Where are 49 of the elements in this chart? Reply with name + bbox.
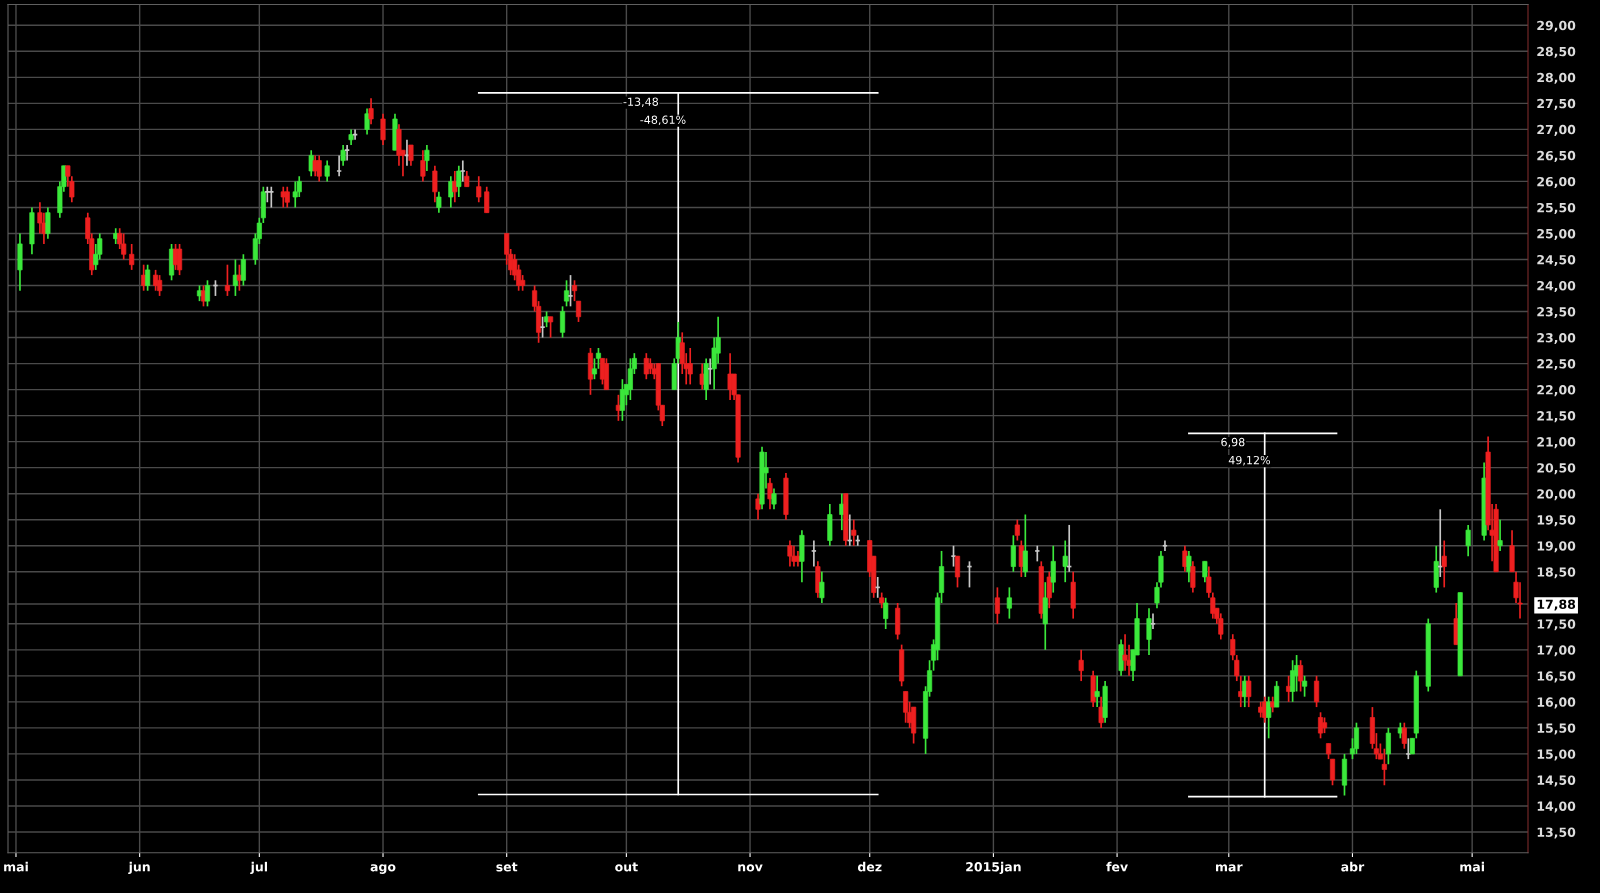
- y-tick-label: 16,00: [1537, 697, 1576, 709]
- y-tick-label: 20,00: [1537, 489, 1576, 501]
- x-tick-label: ago: [370, 864, 396, 874]
- annotation: 6,98: [1221, 437, 1245, 448]
- annotation: 49,12%: [1228, 455, 1270, 466]
- y-tick-label: 21,00: [1537, 437, 1576, 449]
- y-tick-label: 14,50: [1537, 775, 1576, 787]
- x-tick-label: 2015jan: [966, 861, 1021, 875]
- y-tick-label: 29,00: [1537, 20, 1576, 32]
- x-tick-label: nov: [738, 864, 763, 872]
- y-tick-label: 17,88: [1537, 599, 1576, 611]
- y-tick-label: 25,00: [1537, 228, 1576, 240]
- x-tick-label: out: [615, 862, 638, 872]
- y-tick-label: 17,00: [1537, 645, 1576, 657]
- x-tick-label: mar: [1216, 864, 1243, 872]
- y-tick-label: 23,00: [1537, 333, 1576, 345]
- y-tick-label: 28,00: [1537, 72, 1576, 84]
- y-tick-label: 23,50: [1537, 307, 1576, 319]
- x-tick-label: set: [496, 862, 518, 872]
- y-tick-label: 14,00: [1537, 801, 1576, 813]
- y-tick-label: 25,50: [1537, 202, 1576, 214]
- y-tick-label: 19,50: [1537, 515, 1576, 527]
- y-tick-label: 15,00: [1537, 749, 1576, 761]
- y-tick-label: 22,50: [1537, 359, 1576, 371]
- y-tick-label: 21,50: [1537, 411, 1576, 423]
- y-tick-label: 26,00: [1537, 176, 1576, 188]
- y-tick-label: 18,50: [1537, 567, 1576, 579]
- y-tick-label: 17,50: [1537, 619, 1576, 631]
- y-tick-label: 20,50: [1537, 463, 1576, 475]
- y-tick-label: 27,50: [1537, 98, 1576, 110]
- x-tick-label: fev: [1106, 861, 1128, 872]
- x-tick-label: abr: [1341, 861, 1365, 872]
- y-tick-label: 22,00: [1537, 385, 1576, 397]
- y-tick-label: 28,50: [1537, 46, 1576, 58]
- y-tick-label: 27,00: [1537, 124, 1576, 136]
- y-tick-label: 24,00: [1537, 280, 1576, 293]
- y-tick-label: 26,50: [1537, 150, 1576, 162]
- x-tick-label: jun: [128, 861, 150, 875]
- y-tick-label: 24,50: [1537, 254, 1576, 267]
- x-tick-label: mai: [1460, 861, 1484, 872]
- y-tick-label: 13,50: [1537, 827, 1576, 839]
- y-tick-label: 15,50: [1537, 723, 1576, 735]
- x-tick-label: dez: [857, 861, 882, 872]
- x-tick-label: mai: [4, 861, 28, 872]
- annotation: -48,61%: [640, 115, 686, 126]
- y-tick-label: 16,50: [1537, 671, 1576, 683]
- annotation: -13,48: [623, 97, 659, 108]
- x-tick-label: jul: [250, 861, 268, 875]
- y-tick-label: 19,00: [1537, 541, 1576, 553]
